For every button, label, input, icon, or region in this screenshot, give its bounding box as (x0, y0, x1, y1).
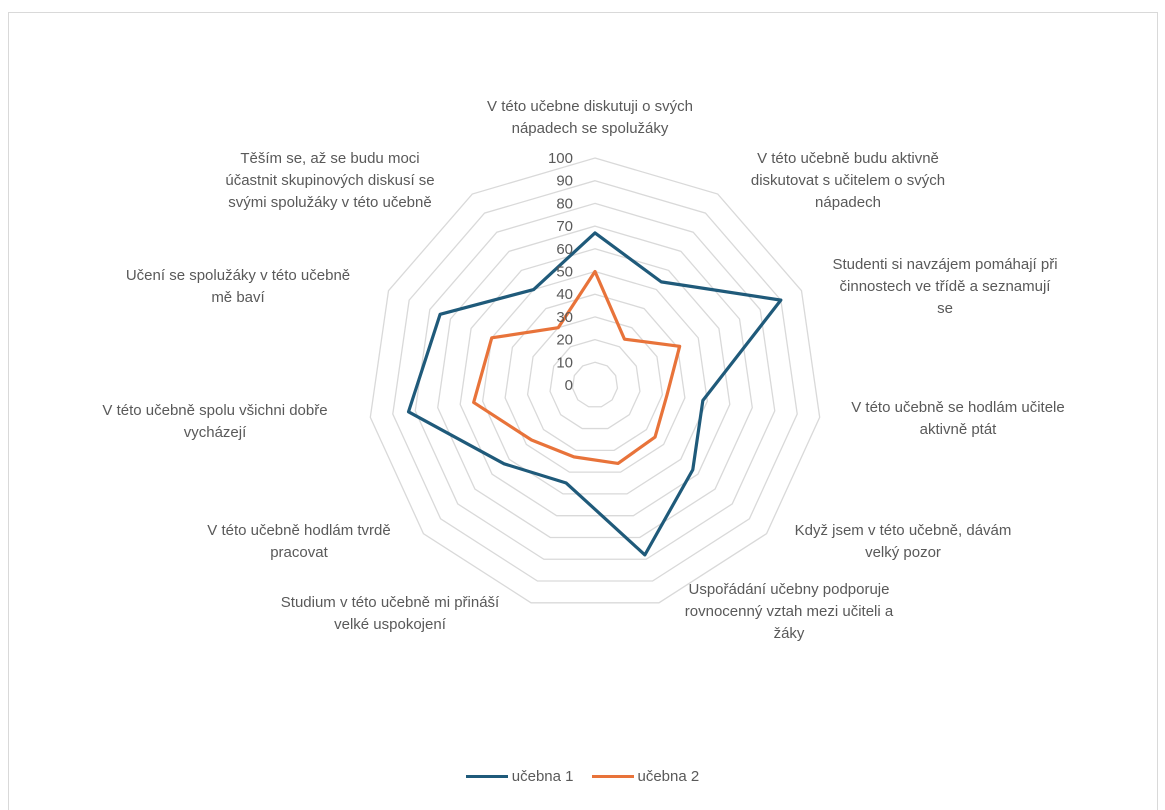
chart-frame (8, 12, 1158, 810)
series-line-2 (472, 269, 682, 466)
axis-label-8: V této učebně hodlám tvrdě pracovat (207, 522, 391, 561)
grid-ring-30 (526, 316, 664, 451)
grid-ring-80 (414, 202, 776, 560)
grid-ring-10 (571, 361, 619, 408)
axis-label-4: V této učebně se hodlám učitele aktivně p… (851, 399, 1065, 438)
grid-ring-90 (392, 180, 798, 582)
axis-label-2: V této učebně budu aktivně diskutovat s u… (750, 150, 946, 211)
legend-swatch-series-2 (591, 775, 634, 778)
legend: učebna 1 učebna 2 (0, 768, 1165, 785)
axis-label-10: Učení se spolužáky v této učebně mě baví (125, 267, 351, 306)
legend-label-series-2: učebna 2 (637, 768, 700, 785)
legend-item-series-1: učebna 1 (465, 768, 574, 785)
axis-label-5: Když jsem v této učebně, dávám velký pozo… (794, 522, 1012, 561)
axis-label-9: V této učebně spolu všichni dobře vycháze… (102, 402, 328, 441)
tick-label-90: 90 (556, 173, 573, 190)
axis-label-1: V této učebne diskutuji o svých nápadech … (487, 98, 693, 137)
grid-ring-100 (369, 157, 821, 604)
series-line-1 (406, 231, 783, 557)
tick-label-70: 70 (556, 218, 573, 235)
grid-ring-40 (504, 293, 686, 473)
grid-ring-60 (459, 248, 731, 517)
tick-label-40: 40 (556, 286, 573, 303)
axis-label-3: Studenti si navzájem pomáhají při činnost… (832, 256, 1058, 317)
grid-ring-20 (549, 338, 641, 430)
axis-label-11: Těším se, až se budu moci účastnit skupin… (225, 150, 435, 211)
legend-label-series-1: učebna 1 (511, 768, 574, 785)
axis-label-7: Studium v této učebně mi přináší velké us… (280, 594, 500, 633)
axis-label-6: Uspořádání učebny podporuje rovnocenný vz… (684, 581, 894, 642)
tick-label-10: 10 (556, 354, 573, 371)
tick-label-80: 80 (556, 195, 573, 212)
tick-label-60: 60 (556, 241, 573, 258)
grid-ring-50 (481, 270, 709, 495)
legend-swatch-series-1 (465, 775, 508, 778)
tick-label-50: 50 (556, 264, 573, 281)
tick-label-0: 0 (565, 377, 573, 394)
legend-item-series-2: učebna 2 (591, 768, 700, 785)
tick-label-20: 20 (556, 332, 573, 349)
tick-label-100: 100 (548, 150, 573, 167)
tick-label-30: 30 (556, 309, 573, 326)
